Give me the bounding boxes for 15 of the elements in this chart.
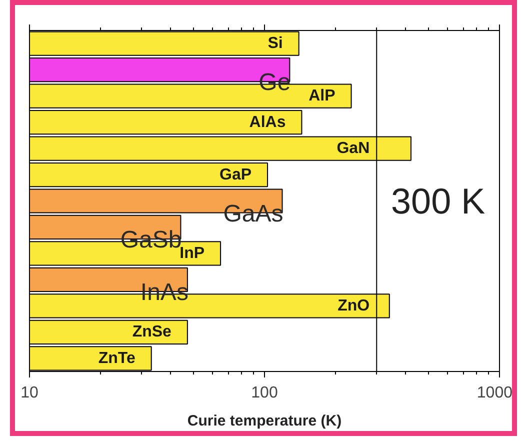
y-tick-label: GaN — [336, 140, 370, 158]
y-tick-label: AlAs — [249, 114, 286, 131]
y-tick-label: InP — [180, 244, 205, 262]
y-tick-label: Si — [268, 35, 283, 52]
x-tick-label: 1000 — [476, 384, 513, 402]
y-tick-label: AlP — [308, 88, 336, 105]
x-tick-label: 100 — [251, 384, 278, 402]
x-tick-label: 10 — [20, 384, 38, 402]
y-tick-label: ZnSe — [132, 324, 172, 341]
y-tick-label: GaP — [220, 166, 252, 184]
y-tick-label: ZnO — [338, 297, 370, 314]
ref-line-label: 300 K — [391, 180, 486, 222]
x-axis-title: Curie temperature (K) — [187, 412, 342, 430]
y-tick-label: Ge — [258, 69, 291, 96]
y-tick-label: ZnTe — [98, 350, 136, 367]
